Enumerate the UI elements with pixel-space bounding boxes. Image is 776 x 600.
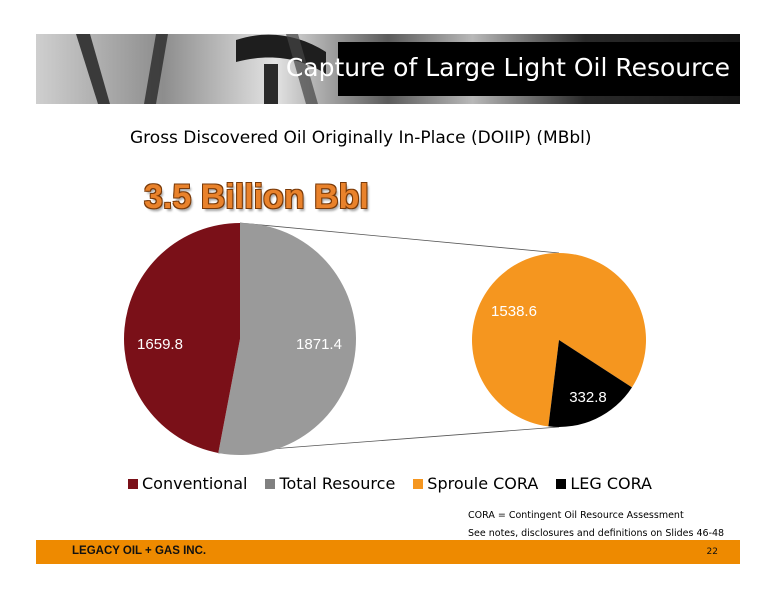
legend-label: Total Resource bbox=[279, 474, 396, 493]
title-box: Capture of Large Light Oil Resource bbox=[286, 42, 740, 96]
legend-item-leg-cora: LEG CORA bbox=[556, 474, 652, 493]
slide-title: Capture of Large Light Oil Resource bbox=[285, 53, 730, 82]
legend-item-sproule-cora: Sproule CORA bbox=[413, 474, 538, 493]
data-label-conventional: 1659.8 bbox=[137, 336, 183, 353]
footer-bar: LEGACY OIL + GAS INC. 22 bbox=[36, 540, 740, 564]
legend-label: LEG CORA bbox=[570, 474, 652, 493]
slice-conventional bbox=[123, 223, 240, 453]
footnote-disclosures: See notes, disclosures and definitions o… bbox=[468, 528, 725, 539]
data-label-leg-cora: 332.8 bbox=[569, 389, 607, 406]
slice-total-resource bbox=[218, 223, 356, 455]
legend-label: Conventional bbox=[142, 474, 248, 493]
chart-subtitle: Gross Discovered Oil Originally In-Place… bbox=[130, 128, 592, 148]
data-labels: 1659.8 1871.4 1538.6 332.8 bbox=[137, 303, 607, 406]
company-name: LEGACY OIL + GAS INC. bbox=[72, 545, 207, 557]
legend-label: Sproule CORA bbox=[427, 474, 539, 493]
data-label-total-resource: 1871.4 bbox=[296, 336, 342, 353]
slice-leg-cora bbox=[548, 340, 632, 427]
page-number: 22 bbox=[706, 547, 718, 557]
legend: Conventional Total Resource Sproule CORA… bbox=[128, 474, 652, 493]
legend-swatch bbox=[265, 478, 276, 489]
pumpjack-photo bbox=[76, 34, 326, 104]
legend-item-conventional: Conventional bbox=[128, 474, 247, 493]
connector-line-top bbox=[239, 222, 560, 254]
pie-main bbox=[123, 223, 356, 455]
legend-swatch bbox=[413, 478, 424, 489]
header-banner: Capture of Large Light Oil Resource bbox=[36, 34, 740, 104]
slice-sproule-cora bbox=[471, 252, 647, 427]
data-label-sproule-cora: 1538.6 bbox=[491, 303, 537, 320]
footnote-cora: CORA = Contingent Oil Resource Assessmen… bbox=[468, 510, 684, 521]
legend-item-total-resource: Total Resource bbox=[265, 474, 395, 493]
legend-swatch bbox=[556, 478, 567, 489]
headline-total: 3.5 Billion Bbl bbox=[144, 178, 369, 216]
pie-secondary bbox=[471, 252, 647, 427]
legend-swatch bbox=[128, 478, 138, 489]
